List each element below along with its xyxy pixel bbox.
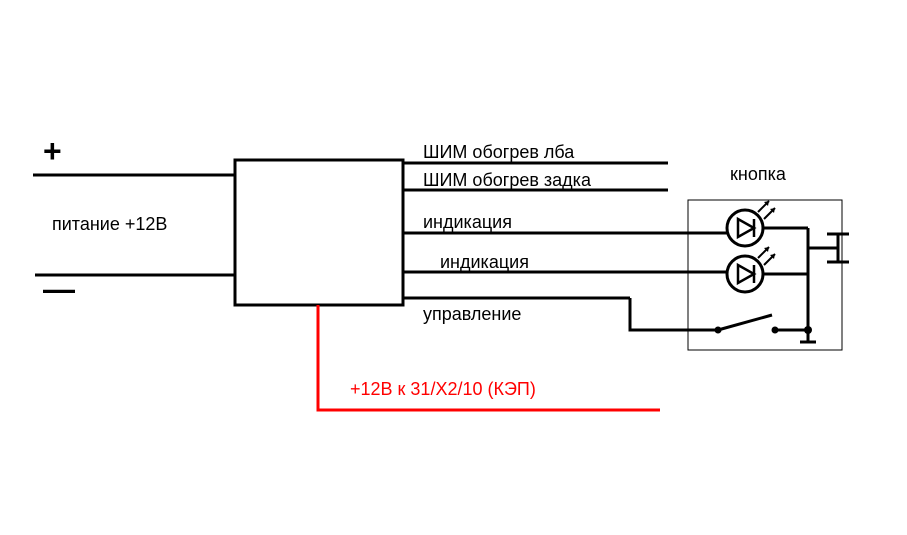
symbol-plus: + — [43, 133, 62, 169]
junction-node — [804, 326, 812, 334]
label-indication-1: индикация — [423, 212, 512, 232]
symbol-minus: — — [43, 271, 75, 307]
circuit-diagram: + — питание +12В ШИМ обогрев лба ШИМ обо… — [0, 0, 907, 535]
label-indication-2: индикация — [440, 252, 529, 272]
label-control: управление — [423, 304, 521, 324]
label-power: питание +12В — [52, 214, 167, 234]
label-red-note: +12В к 31/X2/10 (КЭП) — [350, 379, 536, 399]
label-pwm-front: ШИМ обогрев лба — [423, 142, 575, 162]
label-pwm-rear: ШИМ обогрев задка — [423, 170, 592, 190]
label-button: кнопка — [730, 164, 787, 184]
controller-box — [235, 160, 403, 305]
